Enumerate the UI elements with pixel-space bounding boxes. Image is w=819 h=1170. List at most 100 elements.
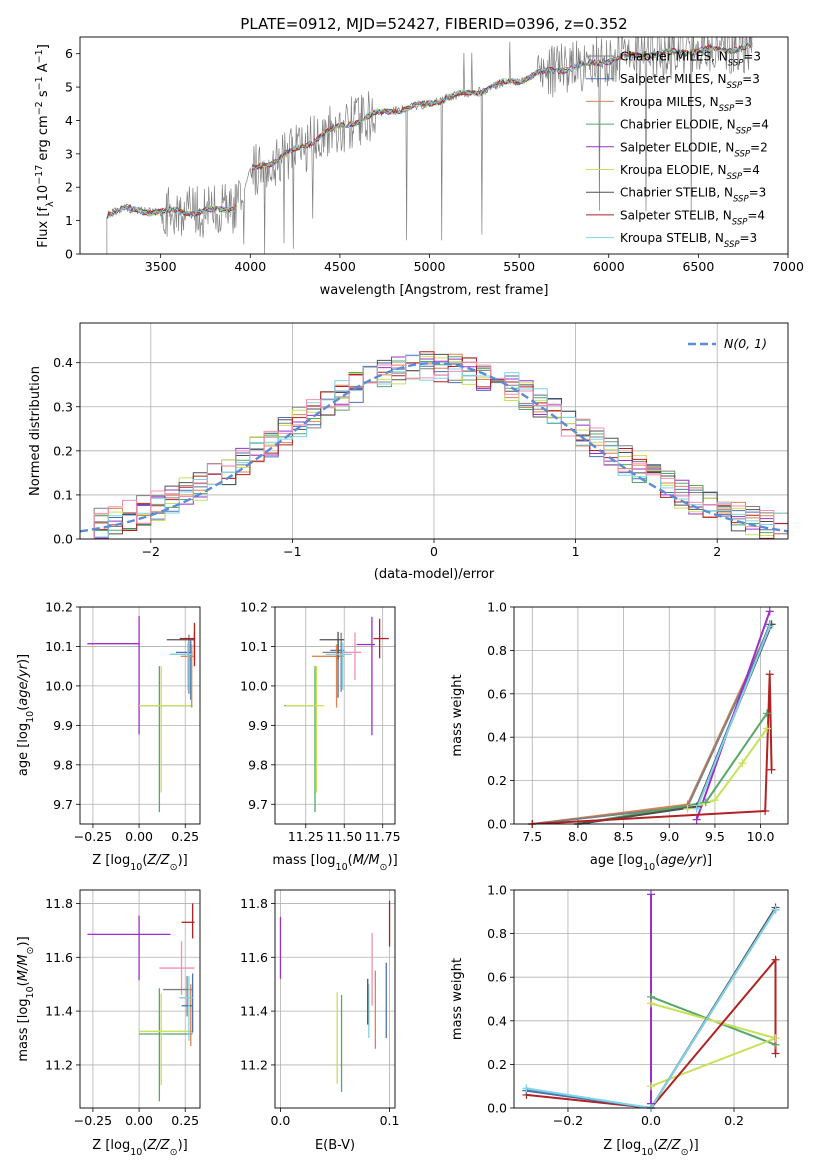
y-tick-label: 0.2 <box>487 773 507 788</box>
axis-label-part: M/M <box>353 853 380 868</box>
legend-sub: SSP <box>724 240 740 250</box>
axis-label-part: ( <box>16 706 31 711</box>
mass-weight-vs-age-panel: 7.5 8.0 8.5 9.0 9.5 10.0 0.0 0.2 0.4 0.6 0.8 1.0 mas… <box>450 600 789 873</box>
plot-area <box>87 903 195 1102</box>
axis-label-part: Z [log <box>603 1138 641 1153</box>
axis-label: Z [log10(Z/Z⊙)] <box>92 853 187 873</box>
mass-weight-marker <box>738 759 747 768</box>
axis-label-part: )] <box>689 1138 699 1153</box>
mass-weight-line <box>532 674 773 824</box>
y-tick-label: 0.3 <box>53 399 73 414</box>
y-tick-label: 11.6 <box>45 950 73 965</box>
legend-sub: SSP <box>728 59 744 69</box>
axis-label-part: Z/Z <box>657 1138 681 1153</box>
axis-label-part: age/yr <box>16 662 31 705</box>
x-tick-label: 0.25 <box>171 829 199 844</box>
age-vs-mass-panel: 11.25 11.50 11.75 9.7 9.8 9.9 10.0 10.1 10.2 mass… <box>240 600 400 873</box>
axis-label-part: M/M <box>16 954 31 981</box>
axis-label-part: mass [log <box>272 853 335 868</box>
legend-sub: SSP <box>732 217 748 227</box>
y-tick-label: 0.6 <box>487 970 507 985</box>
legend-text: Salpeter STELIB, N <box>620 208 732 222</box>
mass-weight-line <box>650 1002 779 1088</box>
x-tick-label: 7000 <box>772 259 804 274</box>
mass-weight-marker <box>692 804 701 813</box>
axis-label-part: age [log <box>16 723 31 776</box>
legend-entry: Chabrier ELODIE, NSSP=4 <box>620 118 769 137</box>
y-tick-label: 11.8 <box>45 896 73 911</box>
axis-label-part: age [log <box>590 853 643 868</box>
plot-area <box>106 37 753 254</box>
y-tick-label: 11.4 <box>45 1004 73 1019</box>
axis-label-part: ⊙ <box>681 1147 689 1158</box>
plot-area <box>532 610 773 824</box>
y-tick-label: 10.1 <box>45 639 73 654</box>
axis-label-part: 10 <box>336 862 348 873</box>
mass-weight-marker <box>767 765 776 774</box>
y-tick-label: 0.2 <box>487 1057 507 1072</box>
legend-text: Kroupa STELIB, N <box>620 231 724 245</box>
y-tick-label: 5 <box>65 80 73 95</box>
x-tick-label: −0.2 <box>553 1113 583 1128</box>
plot-area <box>87 616 196 813</box>
axis-label: age [log10(age/yr)] <box>16 654 36 776</box>
axis-label-part: −1 <box>34 49 45 63</box>
axis-label-part: ( <box>348 853 353 868</box>
mass-weight-line <box>577 624 773 824</box>
y-tick-label: 9.8 <box>53 757 73 772</box>
y-tick-label: 0.4 <box>53 355 73 370</box>
legend-suffix: =4 <box>747 208 765 222</box>
axis-label-part: ( <box>142 1138 147 1153</box>
legend-sub: SSP <box>736 127 752 137</box>
normal-curve <box>80 361 788 533</box>
x-tick-label: 3500 <box>145 259 177 274</box>
axis-label-part: ⊙ <box>170 1147 178 1158</box>
x-axis-label: (data-model)/error <box>374 567 495 582</box>
y-tick-label: 0.2 <box>53 443 73 458</box>
mass-weight-vs-metallicity-panel: −0.2 0.0 0.2 0.0 0.2 0.4 0.6 0.8 1.0 mass weight Z… <box>450 883 789 1158</box>
legend-entry: Salpeter MILES, NSSP=3 <box>620 72 760 91</box>
axis-label: mass [log10(M/M⊙)] <box>16 936 36 1061</box>
y-tick-label: 10.0 <box>240 678 268 693</box>
axis-label-part: −17 <box>34 165 45 185</box>
x-tick-label: −2 <box>142 544 160 559</box>
x-tick-label: 11.75 <box>365 829 401 844</box>
axis-label-part: ⊙ <box>25 947 36 955</box>
age-vs-metallicity-panel: −0.25 0.00 0.25 9.7 9.8 9.9 10.0 10.1 10.2 Z [log… <box>16 600 201 873</box>
axis-label-part: 10 <box>641 1147 653 1158</box>
y-tick-label: 10.2 <box>240 600 268 615</box>
axis-label-part: A <box>36 63 51 76</box>
y-tick-label: 9.7 <box>248 797 268 812</box>
spectrum-panel: 3500 4000 4500 5000 5500 6000 6500 7000 0 1 2 3 4 5 6 C… <box>34 36 804 298</box>
axis-label-part: )] <box>702 853 712 868</box>
mass-weight-marker <box>692 815 701 824</box>
mass-weight-marker <box>647 890 655 899</box>
x-tick-label: 6500 <box>682 259 714 274</box>
axis-label-part: Z [log <box>92 1138 130 1153</box>
mass-weight-marker <box>710 796 719 805</box>
mass-weight-line <box>687 727 768 810</box>
y-axis-label: mass weight <box>450 674 465 756</box>
legend-text: Chabrier STELIB, N <box>620 186 733 200</box>
x-tick-label: 8.5 <box>614 829 634 844</box>
y-tick-label: 2 <box>65 180 73 195</box>
legend-sub: SSP <box>719 104 735 114</box>
mass-weight-line <box>532 626 771 824</box>
axis-label-part: 10 <box>36 185 51 202</box>
axis-label-part: ⊙ <box>170 862 178 873</box>
legend-text: Salpeter MILES, N <box>620 72 727 86</box>
x-tick-label: 10.0 <box>747 829 775 844</box>
residual-histogram <box>80 361 788 539</box>
axes-frame <box>79 606 201 825</box>
axes-frame <box>513 889 789 1109</box>
y-tick-label: 11.4 <box>240 1004 268 1019</box>
axis-label-part: ( <box>655 853 660 868</box>
y-tick-label: 0.8 <box>487 926 507 941</box>
axis-label-part: Z/Z <box>146 1138 170 1153</box>
axis-label: mass [log10(M/M⊙)] <box>272 853 397 873</box>
axis-label: Z [log10(Z/Z⊙)] <box>603 1138 698 1158</box>
y-tick-label: 0.8 <box>487 643 507 658</box>
mass-weight-marker <box>647 1082 655 1091</box>
legend-entry: Kroupa MILES, NSSP=3 <box>620 95 752 114</box>
y-tick-label: 9.8 <box>248 757 268 772</box>
